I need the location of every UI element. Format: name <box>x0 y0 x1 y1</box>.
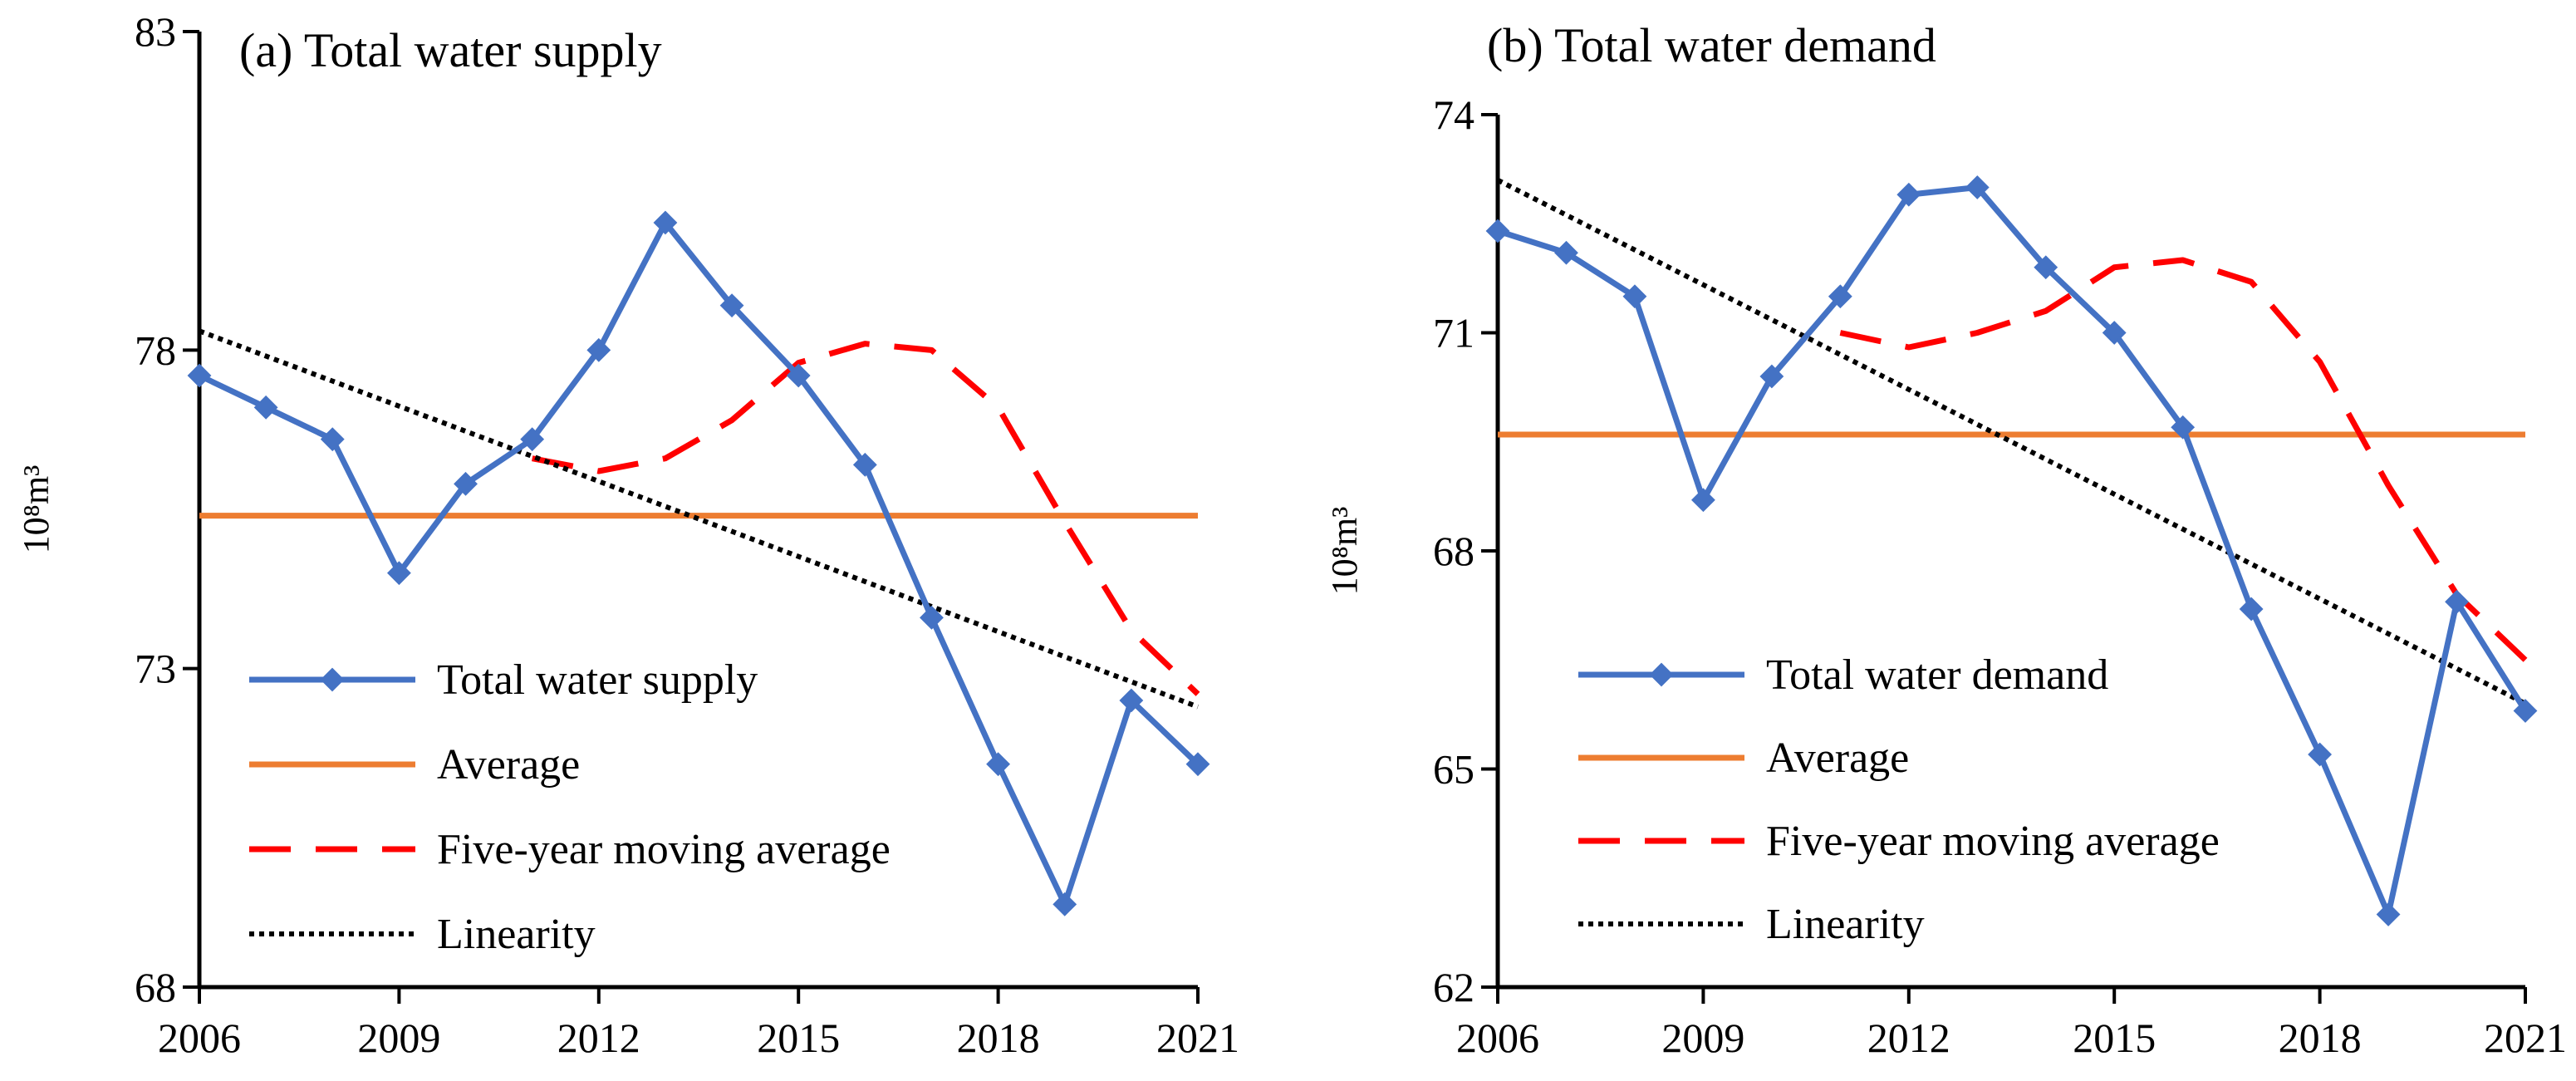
x-tick-label: 2018 <box>957 1015 1040 1061</box>
data-point-marker <box>920 605 944 630</box>
y-tick-label: 68 <box>1433 528 1474 574</box>
legend: Total water demand Average Five-year movin… <box>1578 651 2220 948</box>
x-tick-label: 2015 <box>2073 1015 2156 1061</box>
data-point-marker <box>653 210 678 235</box>
x-tick-label: 2021 <box>1156 1015 1239 1061</box>
data-point-marker <box>2171 415 2196 440</box>
data-point-marker <box>1185 752 1210 777</box>
data-point-marker <box>2034 255 2058 280</box>
chart-title: (a) Total water supply <box>239 23 662 77</box>
legend-label: Linearity <box>1766 901 1925 948</box>
data-point-marker <box>2376 902 2401 926</box>
legend-label: Total water supply <box>437 656 758 704</box>
legend-label: Linearity <box>437 911 596 958</box>
panel-a-water-supply: 68 73 78 83 2006 2009 2012 2015 2018 2021 (a) Tota… <box>16 8 1239 1061</box>
series-line-linearity <box>198 328 1200 710</box>
data-point-marker <box>1119 688 1144 713</box>
y-tick-label: 68 <box>135 964 176 1010</box>
y-tick-label: 65 <box>1433 746 1474 793</box>
chart-title: (b) Total water demand <box>1487 18 1936 72</box>
legend: Total water supply Average Five-year movin… <box>249 656 891 958</box>
data-point-marker <box>1485 219 1510 243</box>
data-point-marker <box>386 561 411 586</box>
series-line-linearity <box>1496 178 2527 706</box>
x-tick-label: 2006 <box>1456 1015 1539 1061</box>
series-line-five-year-moving-average <box>532 341 1200 696</box>
data-point-marker <box>1965 175 1990 199</box>
data-point-marker <box>1622 284 1647 309</box>
data-point-marker <box>852 452 877 477</box>
data-point-marker <box>1052 892 1077 916</box>
x-tick-label: 2009 <box>1661 1015 1744 1061</box>
data-point-marker <box>320 427 345 452</box>
panel-b-water-demand: 62 65 68 71 74 2006 2009 2012 2015 2018 2021 (b) To… <box>1324 18 2567 1061</box>
y-tick-label: 78 <box>135 327 176 373</box>
data-point-marker <box>454 471 478 496</box>
data-point-marker <box>2513 699 2538 723</box>
data-point-marker <box>1828 284 1852 309</box>
data-point-marker <box>1554 240 1578 265</box>
series-line-total-water-supply <box>198 219 1200 907</box>
x-tick-label: 2009 <box>357 1015 440 1061</box>
data-point-marker <box>1690 488 1715 513</box>
data-point-marker <box>2239 597 2264 622</box>
data-point-marker <box>986 752 1011 777</box>
data-point-marker <box>586 337 611 362</box>
data-point-marker <box>1759 364 1784 389</box>
y-tick-label: 74 <box>1433 91 1474 138</box>
legend-label: Five-year moving average <box>1766 818 2220 865</box>
x-tick-label: 2021 <box>2484 1015 2567 1061</box>
legend-label: Average <box>1766 735 1909 782</box>
y-axis-label: 10⁸m³ <box>1324 507 1365 596</box>
data-point-marker <box>2445 589 2469 614</box>
x-tick-label: 2012 <box>557 1015 640 1061</box>
data-point-marker <box>1896 182 1921 207</box>
x-tick-label: 2012 <box>1867 1015 1950 1061</box>
series-line-total-water-demand <box>1496 184 2528 917</box>
data-point-marker <box>2102 321 2127 345</box>
y-tick-label: 83 <box>135 8 176 55</box>
data-point-marker <box>2308 742 2333 767</box>
x-tick-label: 2015 <box>757 1015 840 1061</box>
data-point-marker <box>253 395 278 420</box>
data-point-marker <box>719 293 744 318</box>
data-point-marker <box>786 363 811 388</box>
data-point-marker <box>520 427 545 452</box>
series-line-five-year-moving-average <box>1839 257 2528 662</box>
y-axis-label: 10⁸m³ <box>16 465 56 554</box>
legend-label: Five-year moving average <box>437 826 891 873</box>
legend-marker <box>320 667 345 692</box>
x-tick-label: 2006 <box>158 1015 241 1061</box>
legend-label: Average <box>437 741 580 789</box>
data-point-marker <box>187 363 212 388</box>
y-tick-label: 62 <box>1433 964 1474 1010</box>
y-tick-label: 71 <box>1433 310 1474 356</box>
x-tick-label: 2018 <box>2279 1015 2362 1061</box>
y-tick-label: 73 <box>135 646 176 692</box>
legend-label: Total water demand <box>1766 651 2108 699</box>
legend-marker <box>1649 662 1674 687</box>
